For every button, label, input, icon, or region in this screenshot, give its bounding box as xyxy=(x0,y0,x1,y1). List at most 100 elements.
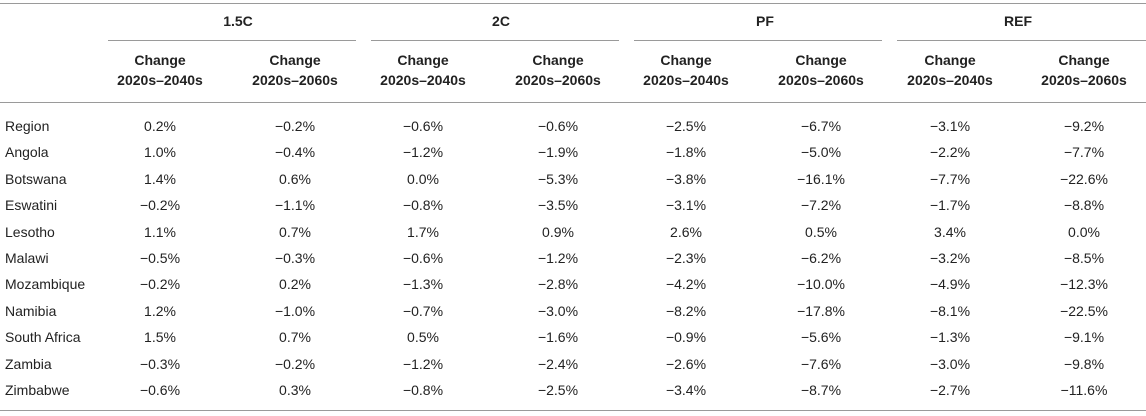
table-cell: −1.0% xyxy=(274,302,316,319)
column-header-line2: 2020s–2060s xyxy=(252,72,338,88)
table-cell: −4.9% xyxy=(929,276,971,293)
table-cell: −0.4% xyxy=(274,144,316,161)
table-cell: −8.5% xyxy=(1063,250,1105,266)
row-label: Botswana xyxy=(5,170,67,187)
table-cell: −3.1% xyxy=(929,118,971,134)
table-cell: 2.6% xyxy=(670,223,702,240)
column-header-line1: Change xyxy=(660,52,712,68)
table-cell: −0.3% xyxy=(274,250,316,266)
table-cell: 0.6% xyxy=(279,170,311,187)
table-cell: −7.2% xyxy=(800,197,842,214)
table-cell: 0.7% xyxy=(279,329,311,346)
group-underline-1 xyxy=(108,40,356,41)
table-cell: −1.3% xyxy=(929,329,971,346)
table-cell: −0.9% xyxy=(665,329,707,346)
group-header: REF xyxy=(1004,13,1032,29)
row-label: Zimbabwe xyxy=(5,382,70,398)
table-cell: −8.2% xyxy=(665,302,707,319)
table-cell: −0.2% xyxy=(139,276,181,293)
table-cell: −3.0% xyxy=(929,355,971,372)
column-header-line1: Change xyxy=(269,52,321,68)
table-cell: −1.9% xyxy=(537,144,579,161)
group-underline-2 xyxy=(371,40,619,41)
table-cell: 1.5% xyxy=(144,329,176,346)
table-cell: −5.0% xyxy=(800,144,842,161)
table-cell: −2.7% xyxy=(929,382,971,398)
table-cell: −10.0% xyxy=(797,276,845,293)
column-header-line1: Change xyxy=(795,52,847,68)
row-label: Angola xyxy=(5,144,49,161)
table-cell: 0.0% xyxy=(407,170,439,187)
table-cell: 0.7% xyxy=(279,223,311,240)
group-underline-3 xyxy=(634,40,882,41)
table-cell: −0.6% xyxy=(537,118,579,134)
column-header-line2: 2020s–2060s xyxy=(778,72,864,88)
table-cell: 0.9% xyxy=(542,223,574,240)
table-cell: 1.2% xyxy=(144,302,176,319)
column-header-line1: Change xyxy=(532,52,584,68)
table-cell: −12.3% xyxy=(1060,276,1108,293)
table-cell: −1.6% xyxy=(537,329,579,346)
group-underline-4 xyxy=(897,40,1146,41)
row-label: Eswatini xyxy=(5,197,58,214)
table-cell: 0.2% xyxy=(144,118,176,134)
column-header-line2: 2020s–2060s xyxy=(515,72,601,88)
table-cell: −4.2% xyxy=(665,276,707,293)
table-cell: 0.2% xyxy=(279,276,311,293)
table-cell: −1.8% xyxy=(665,144,707,161)
table-cell: −22.6% xyxy=(1060,170,1108,187)
table-cell: −5.6% xyxy=(800,329,842,346)
table-cell: −0.8% xyxy=(402,382,444,398)
table-cell: −0.6% xyxy=(139,382,181,398)
row-label: Malawi xyxy=(5,250,49,266)
table-cell: −7.7% xyxy=(1063,144,1105,161)
table-cell: −3.4% xyxy=(665,382,707,398)
table-cell: −2.8% xyxy=(537,276,579,293)
column-header-line1: Change xyxy=(134,52,186,68)
table-cell: −1.1% xyxy=(274,197,316,214)
table-cell: −2.5% xyxy=(665,118,707,134)
table-cell: 0.5% xyxy=(407,329,439,346)
group-header: 2C xyxy=(492,13,510,29)
table-cell: 1.1% xyxy=(144,223,176,240)
top-rule xyxy=(0,3,1146,4)
table-cell: −0.2% xyxy=(139,197,181,214)
table-cell: −3.1% xyxy=(665,197,707,214)
column-header-line2: 2020s–2040s xyxy=(643,72,729,88)
column-header-line2: 2020s–2040s xyxy=(907,72,993,88)
table-cell: −5.3% xyxy=(537,170,579,187)
table-cell: −0.2% xyxy=(274,355,316,372)
table-cell: −6.7% xyxy=(800,118,842,134)
table-cell: 0.5% xyxy=(805,223,837,240)
group-header: 1.5C xyxy=(223,13,253,29)
table-cell: −2.3% xyxy=(665,250,707,266)
header-bottom-rule xyxy=(0,102,1146,103)
table-cell: −1.2% xyxy=(537,250,579,266)
table-cell: −0.8% xyxy=(402,197,444,214)
column-header-line1: Change xyxy=(397,52,449,68)
column-header-line2: 2020s–2060s xyxy=(1041,72,1127,88)
table-cell: 1.0% xyxy=(144,144,176,161)
row-label: South Africa xyxy=(5,329,81,346)
table-cell: −1.2% xyxy=(402,144,444,161)
table-cell: −2.6% xyxy=(665,355,707,372)
table-cell: −1.2% xyxy=(402,355,444,372)
table-cell: −2.2% xyxy=(929,144,971,161)
table-cell: −0.6% xyxy=(402,250,444,266)
row-label: Lesotho xyxy=(5,223,55,240)
table-cell: −6.2% xyxy=(800,250,842,266)
table-cell: −9.8% xyxy=(1063,355,1105,372)
table-cell: 1.4% xyxy=(144,170,176,187)
table-cell: −9.2% xyxy=(1063,118,1105,134)
table-cell: −0.7% xyxy=(402,302,444,319)
column-header-line1: Change xyxy=(1058,52,1110,68)
table-cell: 1.7% xyxy=(407,223,439,240)
table-cell: −7.7% xyxy=(929,170,971,187)
column-header-line1: Change xyxy=(924,52,976,68)
row-label: Region xyxy=(5,118,50,134)
row-label: Mozambique xyxy=(5,276,86,293)
table-cell: −0.6% xyxy=(402,118,444,134)
table-cell: −16.1% xyxy=(797,170,845,187)
table-cell: −8.7% xyxy=(800,382,842,398)
